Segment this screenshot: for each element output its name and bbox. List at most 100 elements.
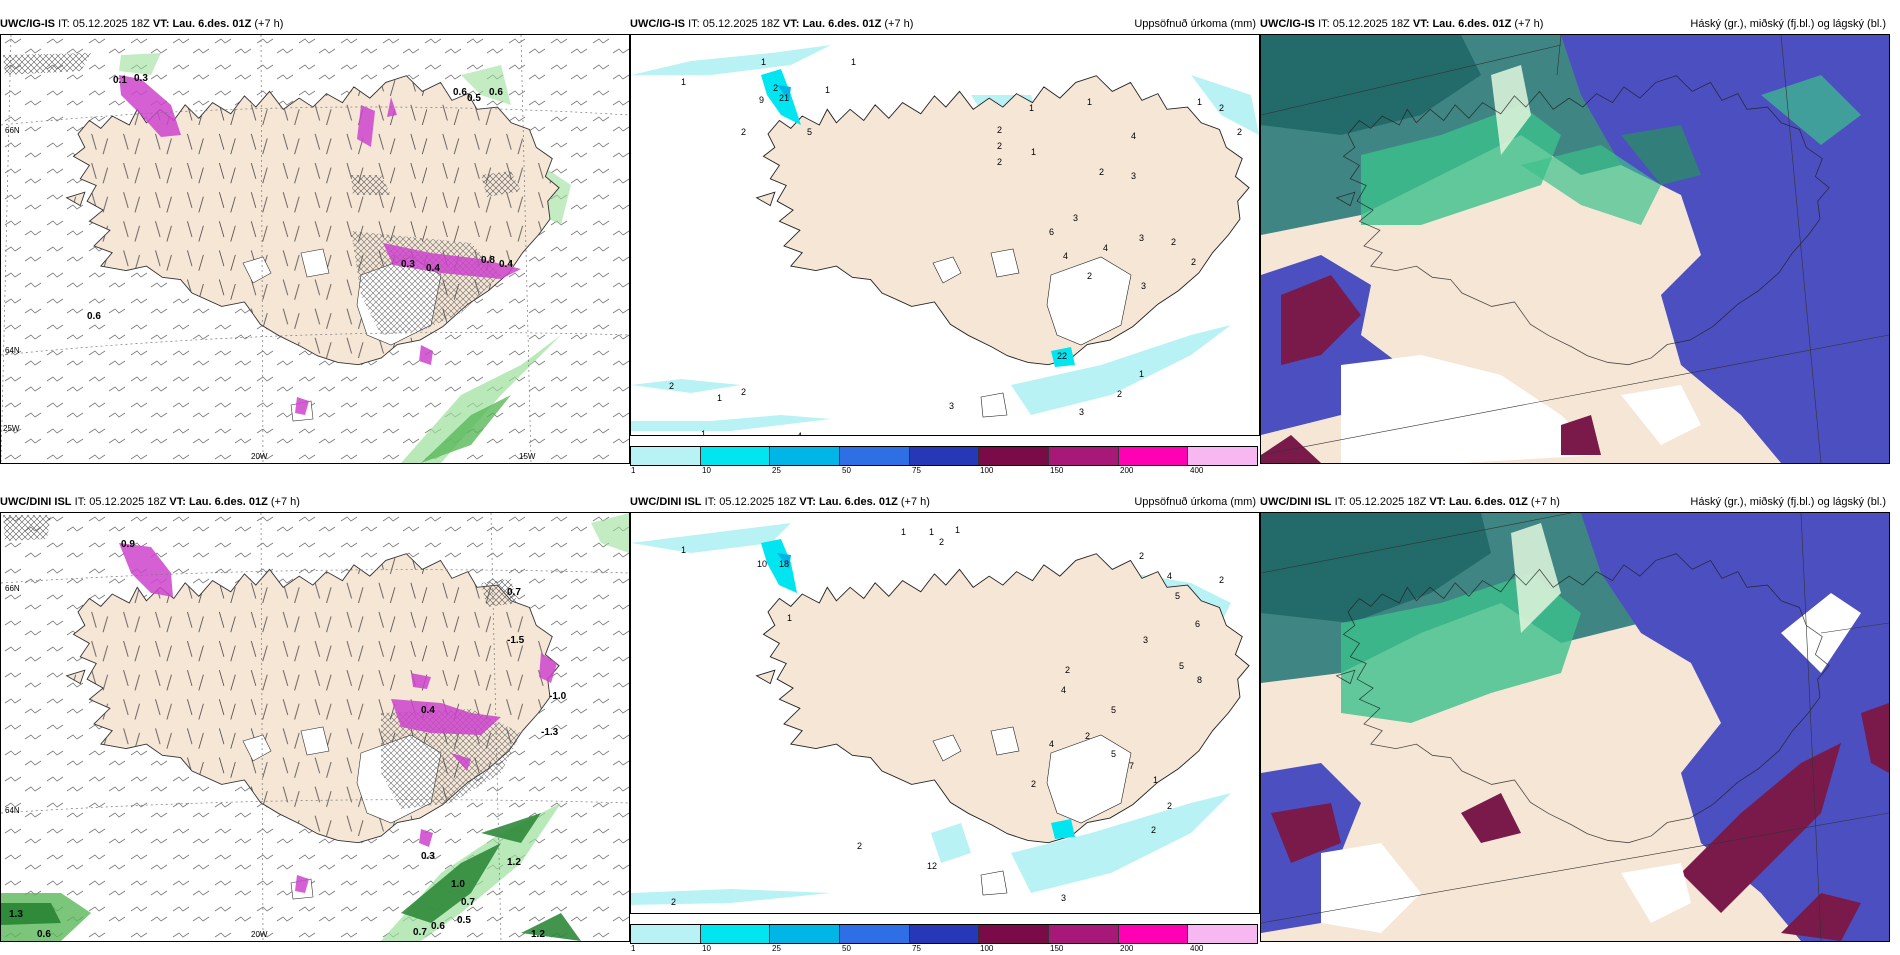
value-label: 1.2 <box>531 929 545 940</box>
legend-swatch <box>979 925 1050 943</box>
legend-tick: 100 <box>980 944 994 953</box>
value-label: 5 <box>1111 749 1116 759</box>
value-label: 2 <box>671 897 676 907</box>
value-label: 2 <box>939 537 944 547</box>
value-label: 1 <box>955 525 960 535</box>
value-label: -1.5 <box>507 635 525 646</box>
panel-clouds-top: UWC/IG-IS IT: 05.12.2025 18Z VT: Lau. 6.… <box>1260 14 1890 464</box>
value-label: 3 <box>1131 171 1136 181</box>
value-label: 1 <box>681 545 686 555</box>
snow-zones <box>119 75 521 415</box>
legend-tick: 150 <box>1050 466 1064 475</box>
lat-label-64n: 64N <box>5 346 20 355</box>
value-label: 2 <box>1151 825 1156 835</box>
legend-tick: 10 <box>702 466 711 475</box>
value-label: 1.0 <box>451 879 465 890</box>
value-label: 3 <box>1061 893 1066 903</box>
value-label: 4 <box>1103 243 1108 253</box>
value-label: 0.3 <box>134 73 148 84</box>
legend-swatch <box>1188 447 1258 465</box>
legend-tick: 25 <box>772 944 781 953</box>
panel-title: UWC/IG-IS IT: 05.12.2025 18Z VT: Lau. 6.… <box>630 14 1260 34</box>
value-label: 0.6 <box>489 87 503 98</box>
value-label: 10 <box>757 559 767 569</box>
precip-heavy <box>761 539 1075 839</box>
value-label: 2 <box>741 127 746 137</box>
value-label: 2 <box>1099 167 1104 177</box>
value-label: 4 <box>1061 685 1066 695</box>
lon-label-20w: 20W <box>251 452 268 461</box>
value-label: -1.0 <box>549 691 567 702</box>
value-label: 1 <box>851 57 856 67</box>
value-label: 1 <box>701 429 706 435</box>
value-label: 2 <box>773 83 778 93</box>
rain-zones <box>1 513 629 941</box>
value-label: 1 <box>901 527 906 537</box>
value-label: 1 <box>787 613 792 623</box>
value-label: 1 <box>1029 103 1034 113</box>
value-label: 1 <box>717 393 722 403</box>
legend-swatch <box>909 447 980 465</box>
panel-variable-title: Uppsöfnuð úrkoma (mm) <box>1134 496 1256 508</box>
legend-tick: 75 <box>912 944 921 953</box>
panel-wind-snow-bottom: UWC/DINI ISL IT: 05.12.2025 18Z VT: Lau.… <box>0 492 630 942</box>
map-precip[interactable]: 1 1 1 2 21 9 5 2 1 1 2 2 2 1 1 4 2 3 6 4 <box>630 34 1260 436</box>
legend-tick: 10 <box>702 944 711 953</box>
map-clouds[interactable] <box>1260 34 1890 464</box>
value-label: 4 <box>1063 251 1068 261</box>
value-label: 6 <box>1049 227 1054 237</box>
value-label: 5 <box>1111 705 1116 715</box>
value-label: 2 <box>1237 127 1242 137</box>
map-wind-snow[interactable]: 20W 15W 25W 66N 64N 0.1 0.3 0.6 0.5 0.6 … <box>0 34 630 464</box>
panel-title: UWC/DINI ISL IT: 05.12.2025 18Z VT: Lau.… <box>630 492 1260 512</box>
panel-title: UWC/DINI ISL IT: 05.12.2025 18Z VT: Lau.… <box>0 496 300 508</box>
value-label: 2 <box>997 141 1002 151</box>
legend-tick: 50 <box>842 466 851 475</box>
legend-tick: 1 <box>631 944 636 953</box>
legend-swatches <box>630 924 1258 944</box>
value-label: 0.9 <box>121 539 135 550</box>
value-label: 3 <box>1079 407 1084 417</box>
value-label: 2 <box>1139 551 1144 561</box>
value-label: 1 <box>1153 775 1158 785</box>
value-label: 1 <box>929 527 934 537</box>
panel-precip-bottom: UWC/DINI ISL IT: 05.12.2025 18Z VT: Lau.… <box>630 492 1260 953</box>
value-label: 0.3 <box>401 259 415 270</box>
legend-tick: 400 <box>1190 466 1204 475</box>
lat-label-66n: 66N <box>5 584 20 593</box>
map-wind-snow[interactable]: 20W 66N 64N 0.9 0.7 -1.5 -1.0 -1.3 0.3 0… <box>0 512 630 942</box>
value-label: 2 <box>997 157 1002 167</box>
legend-tick: 200 <box>1120 944 1134 953</box>
value-label: 2 <box>741 387 746 397</box>
lat-label-66n: 66N <box>5 126 20 135</box>
panel-precip-top: UWC/IG-IS IT: 05.12.2025 18Z VT: Lau. 6.… <box>630 14 1260 475</box>
legend-swatch <box>631 925 701 943</box>
value-label: 1 <box>681 77 686 87</box>
precip-legend: 1 10 25 50 75 100 150 200 400 <box>630 446 1258 476</box>
snow-zones <box>119 543 557 893</box>
value-label: 2 <box>1171 237 1176 247</box>
value-label: 2 <box>1219 575 1224 585</box>
lon-label-20w: 20W <box>251 930 268 939</box>
legend-swatch <box>631 447 701 465</box>
lat-label-64n: 64N <box>5 806 20 815</box>
glaciers <box>932 726 1132 896</box>
value-label: 4 <box>797 431 802 435</box>
legend-swatch <box>840 447 910 465</box>
legend-swatch <box>770 447 841 465</box>
legend-tick: 150 <box>1050 944 1064 953</box>
value-label: 1 <box>1197 97 1202 107</box>
lon-label-25w: 25W <box>3 424 20 433</box>
lon-label-15w: 15W <box>519 452 536 461</box>
map-precip[interactable]: 1 10 18 1 1 2 1 1 2 4 2 5 3 6 8 5 2 4 5 … <box>630 512 1260 914</box>
value-label: 0.5 <box>457 915 471 926</box>
value-label: 0.3 <box>421 851 435 862</box>
value-label: 0.7 <box>413 927 427 938</box>
panel-clouds-bottom: UWC/DINI ISL IT: 05.12.2025 18Z VT: Lau.… <box>1260 492 1890 942</box>
value-label: 1 <box>761 57 766 67</box>
value-label: 22 <box>1057 351 1067 361</box>
map-clouds[interactable] <box>1260 512 1890 942</box>
value-label: 0.6 <box>431 921 445 932</box>
glaciers <box>932 248 1132 418</box>
value-label: 3 <box>1141 281 1146 291</box>
